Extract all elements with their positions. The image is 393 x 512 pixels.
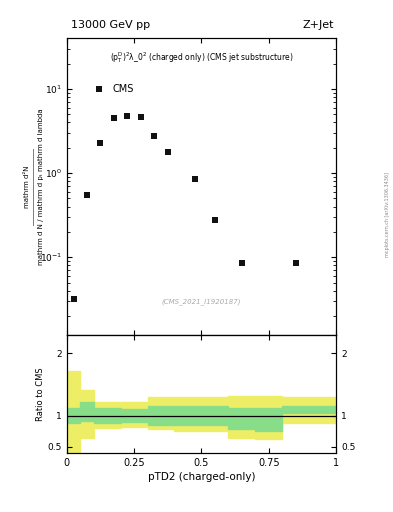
Text: mcplots.cern.ch [arXiv:1306.3436]: mcplots.cern.ch [arXiv:1306.3436] xyxy=(385,173,389,258)
Y-axis label: mathrm d²N
―――――――――――
mathrm d N / mathrm d pₜ mathrm d lambda: mathrm d²N ――――――――――― mathrm d N / math… xyxy=(24,108,44,265)
Text: $(p_T^D)^2\lambda\_0^2$ (charged only) (CMS jet substructure): $(p_T^D)^2\lambda\_0^2$ (charged only) (… xyxy=(110,50,293,65)
X-axis label: pTD2 (charged-only): pTD2 (charged-only) xyxy=(148,472,255,482)
Bar xyxy=(255,396,282,439)
Text: (CMS_2021_I1920187): (CMS_2021_I1920187) xyxy=(162,298,241,305)
Bar xyxy=(202,397,228,431)
Bar xyxy=(174,397,202,431)
Text: CMS: CMS xyxy=(112,84,134,94)
Bar xyxy=(282,407,336,413)
Bar xyxy=(94,402,121,428)
Bar xyxy=(228,408,255,430)
Bar xyxy=(67,408,80,423)
Bar xyxy=(121,402,148,427)
Bar xyxy=(174,407,202,425)
Bar xyxy=(282,397,336,423)
Bar xyxy=(67,371,80,452)
Bar xyxy=(80,402,94,421)
Bar xyxy=(255,408,282,431)
Bar xyxy=(202,407,228,425)
Bar xyxy=(80,390,94,438)
Bar xyxy=(94,408,121,423)
Bar xyxy=(148,397,174,430)
Bar xyxy=(121,410,148,422)
Text: Z+Jet: Z+Jet xyxy=(303,19,334,30)
Y-axis label: Ratio to CMS: Ratio to CMS xyxy=(36,367,45,421)
Bar xyxy=(228,396,255,438)
Bar xyxy=(148,407,174,425)
Text: 13000 GeV pp: 13000 GeV pp xyxy=(71,19,150,30)
